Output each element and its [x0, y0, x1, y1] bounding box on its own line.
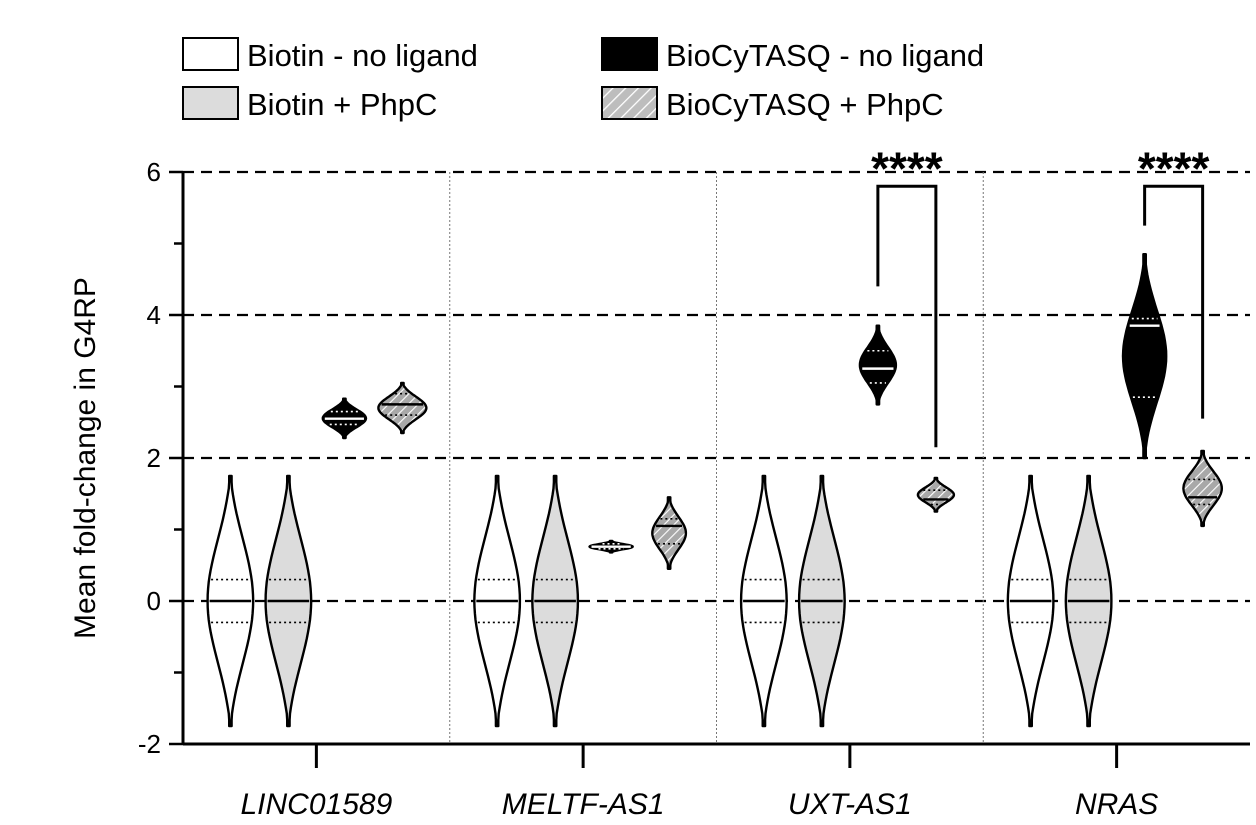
axes: -2 0 2 4 6 LINC01589 MELTF-AS1 UXT-AS1 NRAS — [138, 157, 1250, 821]
y-tick-label: 2 — [147, 443, 161, 473]
y-tick-label: 4 — [147, 300, 161, 330]
violin-hatched-linc01589 — [377, 381, 428, 435]
violin-black-nras — [1121, 253, 1168, 460]
violin-hatched-nras — [1182, 449, 1223, 528]
legend-item-biocytasq-no-ligand: BioCyTASQ - no ligand — [601, 37, 984, 73]
legend: Biotin - no ligand BioCyTASQ - no ligand… — [182, 37, 984, 122]
legend-label: BioCyTASQ + PhpC — [666, 87, 944, 122]
legend-label: BioCyTASQ - no ligand — [666, 38, 984, 73]
y-axis-label: Mean fold-change in G4RP — [69, 277, 102, 639]
y-tick-label: 6 — [147, 157, 161, 187]
legend-label: Biotin + PhpC — [247, 87, 437, 122]
y-tick-label: 0 — [147, 586, 161, 616]
significance-bracket — [1143, 184, 1205, 419]
legend-item-biocytasq-phpc: BioCyTASQ + PhpC — [601, 86, 944, 122]
x-tick-label: NRAS — [1075, 788, 1158, 821]
legend-label: Biotin - no ligand — [247, 38, 478, 73]
significance-label: **** — [871, 142, 943, 194]
significance-brackets: **** **** — [871, 142, 1210, 448]
violin-hatched-meltf-as1 — [651, 496, 688, 570]
x-tick-label: UXT-AS1 — [788, 788, 912, 821]
legend-swatch-hatched — [601, 86, 658, 120]
violin-hatched-uxt-as1 — [916, 476, 956, 513]
x-tick-label: LINC01589 — [240, 788, 392, 821]
legend-item-biotin-phpc: Biotin + PhpC — [182, 86, 437, 122]
violins — [206, 253, 1223, 728]
category-separators — [449, 172, 984, 744]
violin-black-uxt-as1 — [858, 324, 898, 406]
y-tick-label: -2 — [138, 729, 161, 759]
significance-bracket — [876, 184, 938, 448]
significance-label: **** — [1138, 142, 1210, 194]
legend-item-biotin-no-ligand: Biotin - no ligand — [182, 37, 478, 73]
legend-swatch-gray — [182, 86, 239, 120]
legend-swatch-black — [601, 37, 658, 71]
legend-swatch-white — [182, 37, 239, 71]
x-tick-label: MELTF-AS1 — [502, 788, 665, 821]
